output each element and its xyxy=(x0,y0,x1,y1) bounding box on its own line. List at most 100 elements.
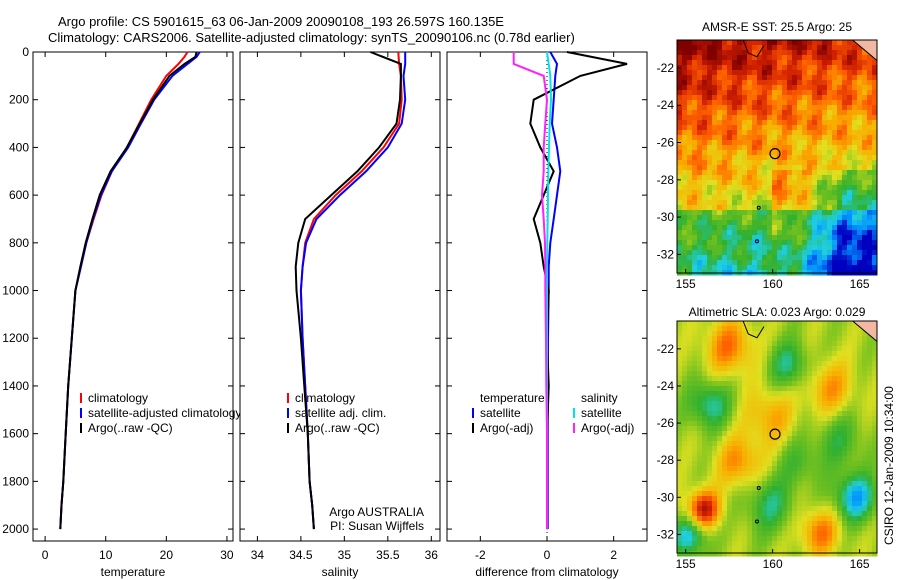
sla_map-cell xyxy=(692,461,698,467)
sst_map-cell xyxy=(817,45,823,51)
sla_map-cell xyxy=(742,466,748,472)
sst_map-cell xyxy=(727,45,733,51)
sla_map-cell xyxy=(827,486,833,492)
sla_map-cell xyxy=(852,436,858,442)
sla_map-cell xyxy=(812,381,818,387)
sla_map-cell xyxy=(862,331,868,337)
sst_map-cell xyxy=(782,220,788,226)
sst_map-cell xyxy=(837,50,843,56)
sla_map-cell xyxy=(677,441,683,447)
sst_map-cell xyxy=(837,65,843,71)
sla_map-cell xyxy=(762,401,768,407)
sst_map-cell xyxy=(857,245,863,251)
sla_map-cell xyxy=(762,526,768,532)
sla_map-cell xyxy=(857,331,863,337)
sst_map-cell xyxy=(727,185,733,191)
sla_map-cell xyxy=(732,441,738,447)
sla_map-cell xyxy=(792,431,798,437)
sla_map-cell xyxy=(732,461,738,467)
sla_map-cell xyxy=(717,461,723,467)
sla_map-cell xyxy=(862,456,868,462)
sst_map-cell xyxy=(772,125,778,131)
sla_map-cell xyxy=(727,471,733,477)
sst_map-cell xyxy=(812,265,818,271)
sla_map-cell xyxy=(802,486,808,492)
sla_map-cell xyxy=(687,341,693,347)
sla_map-cell xyxy=(867,506,873,512)
sla_map-cell xyxy=(872,366,878,372)
sst_map-cell xyxy=(827,205,833,211)
sst_map-cell xyxy=(767,85,773,91)
sla_map-cell xyxy=(802,466,808,472)
sla_map-cell xyxy=(772,491,778,497)
sst_map-cell xyxy=(722,230,728,236)
sla_map-cell xyxy=(857,386,863,392)
sla_map-cell xyxy=(792,331,798,337)
sla_map-cell xyxy=(837,416,843,422)
sst_map-cell xyxy=(762,245,768,251)
sla_map-cell xyxy=(767,321,773,327)
sla_map-cell xyxy=(767,396,773,402)
sla_map-cell xyxy=(722,401,728,407)
sst_map-cell xyxy=(832,55,838,61)
sst_map-cell xyxy=(832,255,838,261)
sst_map-ytick-label: -28 xyxy=(657,173,675,187)
sla_map-cell xyxy=(742,506,748,512)
sla_map-cell xyxy=(837,361,843,367)
sla_map-cell xyxy=(727,326,733,332)
sla_map-cell xyxy=(852,326,858,332)
sla_map-cell xyxy=(787,421,793,427)
sst_map-cell xyxy=(832,95,838,101)
sla_map-cell xyxy=(757,466,763,472)
sla_map-cell xyxy=(702,391,708,397)
sla_map-cell xyxy=(772,461,778,467)
sla_map-cell xyxy=(837,386,843,392)
sla_map-cell xyxy=(757,431,763,437)
sla_map-cell xyxy=(727,501,733,507)
sla_map-cell xyxy=(787,431,793,437)
sla_map-island xyxy=(756,486,761,491)
sst_map-cell xyxy=(742,55,748,61)
sla_map-cell xyxy=(847,421,853,427)
sst_map-cell xyxy=(737,155,743,161)
sla_map-cell xyxy=(852,451,858,457)
sla_map-cell xyxy=(737,506,743,512)
sst_map-cell xyxy=(747,225,753,231)
sst_map-cell xyxy=(687,200,693,206)
sla_map-cell xyxy=(872,376,878,382)
sla_map-cell xyxy=(767,491,773,497)
sla_map-cell xyxy=(677,396,683,402)
sst_map-cell xyxy=(827,190,833,196)
sla_map-cell xyxy=(872,486,878,492)
sla_map-cell xyxy=(837,341,843,347)
sla_map-cell xyxy=(797,431,803,437)
sst_map-cell xyxy=(812,125,818,131)
sla_map-cell xyxy=(777,456,783,462)
sst_map-cell xyxy=(847,50,853,56)
sla_map-cell xyxy=(827,321,833,327)
sla_map-cell xyxy=(752,521,758,527)
sla_map-cell xyxy=(747,356,753,362)
sla_map-cell xyxy=(697,501,703,507)
sst_map-cell xyxy=(817,265,823,271)
sla_map-cell xyxy=(707,491,713,497)
sst_map-cell xyxy=(837,60,843,66)
sla_map-cell xyxy=(842,531,848,537)
sla_map-cell xyxy=(717,511,723,517)
sla_map-cell xyxy=(727,451,733,457)
temperature-ytick-label: 600 xyxy=(9,188,29,202)
sst_map-cell xyxy=(847,105,853,111)
sla_map-cell xyxy=(682,351,688,357)
sst_map-cell xyxy=(677,165,683,171)
sst_map-cell xyxy=(722,170,728,176)
sla_map-cell xyxy=(682,541,688,547)
sla_map-cell xyxy=(692,396,698,402)
sst_map-cell xyxy=(727,250,733,256)
sla_map-cell xyxy=(757,476,763,482)
sla_map-cell xyxy=(697,516,703,522)
sst_map-cell xyxy=(727,55,733,61)
sla_map-cell xyxy=(852,551,858,557)
sla_map-cell xyxy=(797,321,803,327)
sla_map-cell xyxy=(847,541,853,547)
sla_map-cell xyxy=(747,431,753,437)
